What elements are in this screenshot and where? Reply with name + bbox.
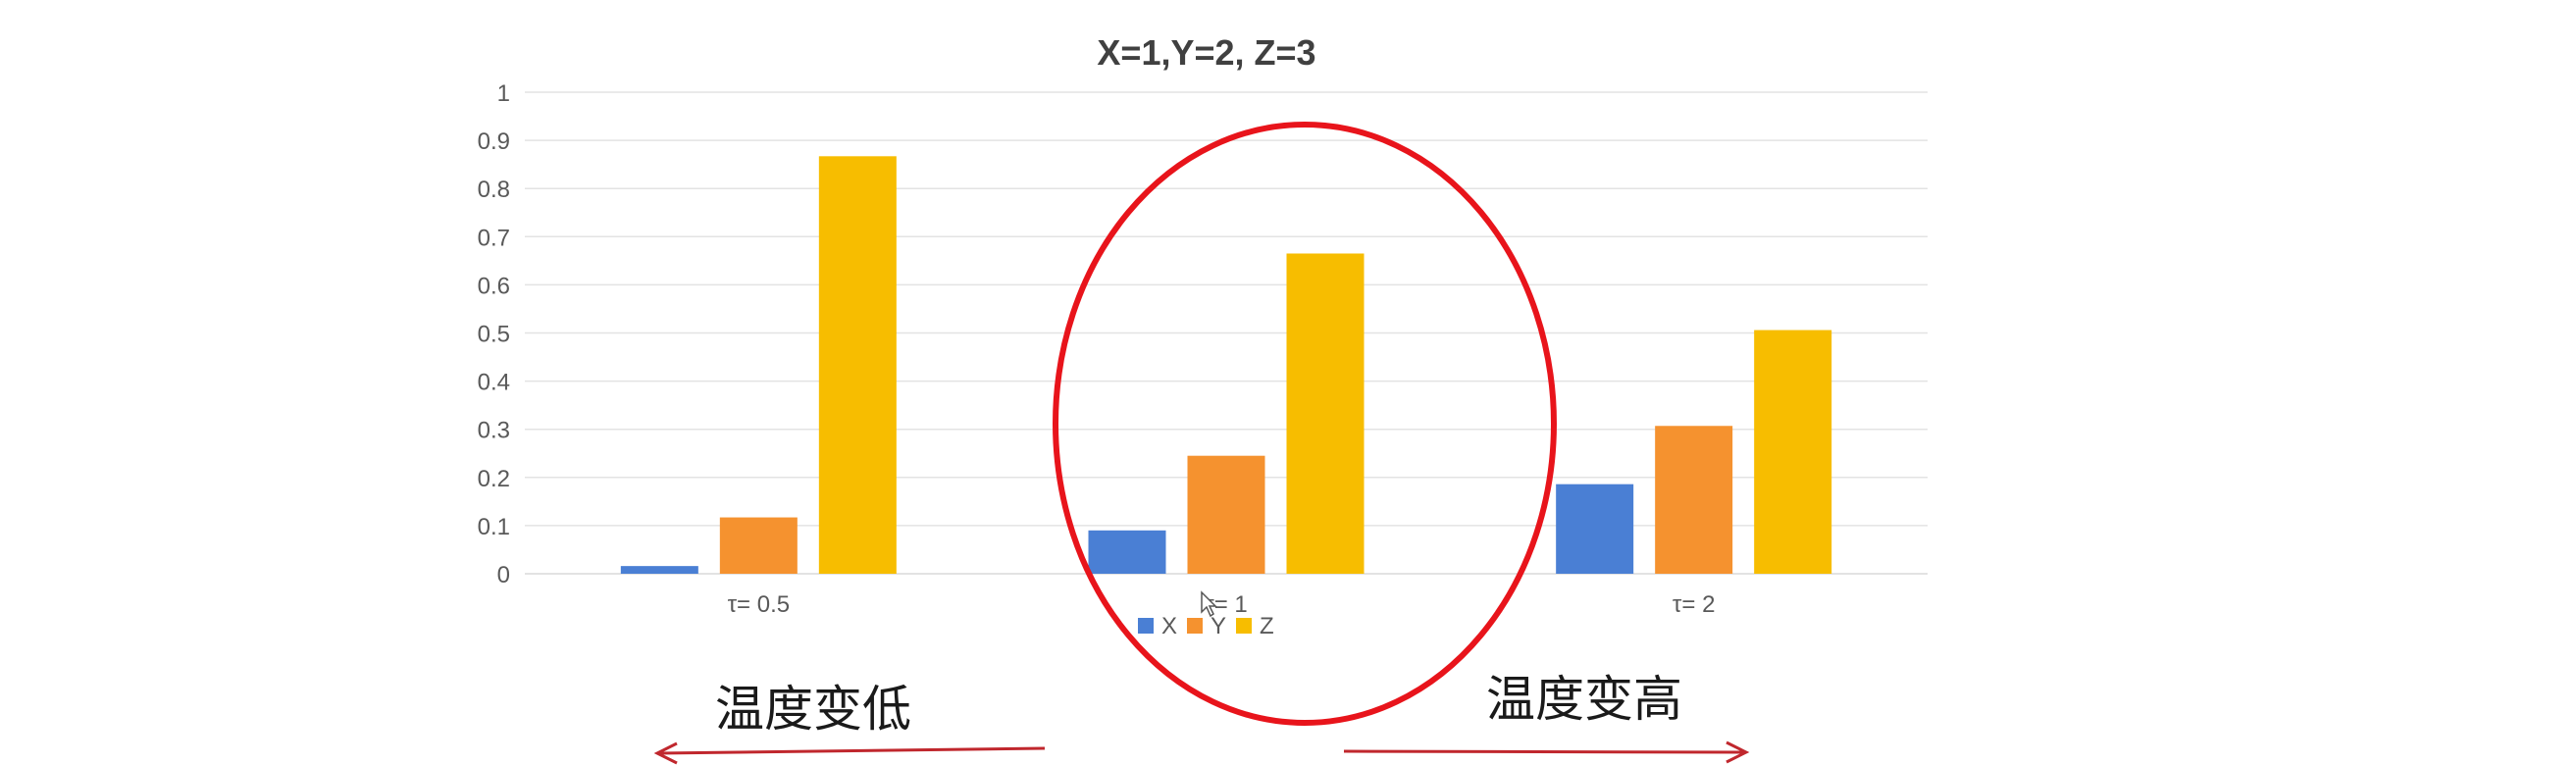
y-tick-label: 0.3 xyxy=(478,418,510,444)
y-tick-label: 0.7 xyxy=(478,225,510,251)
legend-label-x: X xyxy=(1161,613,1177,639)
legend-label-y: Y xyxy=(1211,613,1226,639)
legend: X Y Z xyxy=(1138,613,1274,639)
y-tick-label: 0.8 xyxy=(478,177,510,203)
x-category-label: τ= 0.5 xyxy=(728,591,791,618)
y-tick-label: 0.4 xyxy=(478,370,510,396)
y-tick-label: 0.2 xyxy=(478,466,510,492)
y-axis-ticks: 0 0.1 0.2 0.3 0.4 0.5 0.6 0.7 0.8 0.9 1 xyxy=(478,80,510,588)
bar-y-2 xyxy=(1187,455,1265,574)
legend-swatch-z xyxy=(1236,618,1252,634)
y-tick-label: 1 xyxy=(497,80,510,107)
bar-z-2 xyxy=(1286,253,1365,574)
right-arrow xyxy=(1343,740,1750,764)
right-note: 温度变高 xyxy=(1486,671,1682,728)
x-axis-categories: τ= 0.5 τ= 1 τ= 2 xyxy=(728,591,1716,618)
chart-title: X=1,Y=2, Z=3 xyxy=(1097,32,1315,73)
legend-swatch-y xyxy=(1187,618,1203,634)
bar-x-2 xyxy=(1088,530,1166,574)
mouse-cursor-icon xyxy=(1201,590,1217,618)
bar-z-1 xyxy=(818,156,897,575)
bar-x-1 xyxy=(620,566,698,574)
legend-label-z: Z xyxy=(1260,613,1274,639)
x-category-label: τ= 2 xyxy=(1673,591,1716,618)
left-arrow xyxy=(653,741,1046,765)
y-tick-label: 0.5 xyxy=(478,322,510,348)
y-tick-label: 0 xyxy=(497,562,510,588)
y-tick-label: 0.1 xyxy=(478,514,510,540)
y-tick-label: 0.6 xyxy=(478,273,510,299)
bars xyxy=(620,156,1832,575)
bar-z-3 xyxy=(1754,330,1832,574)
legend-swatch-x xyxy=(1138,618,1154,634)
y-tick-label: 0.9 xyxy=(478,128,510,155)
bar-y-1 xyxy=(719,517,798,574)
left-note: 温度变低 xyxy=(715,681,911,738)
bar-x-3 xyxy=(1556,484,1634,574)
highlight-circle xyxy=(1053,122,1557,726)
bar-y-3 xyxy=(1655,426,1733,574)
